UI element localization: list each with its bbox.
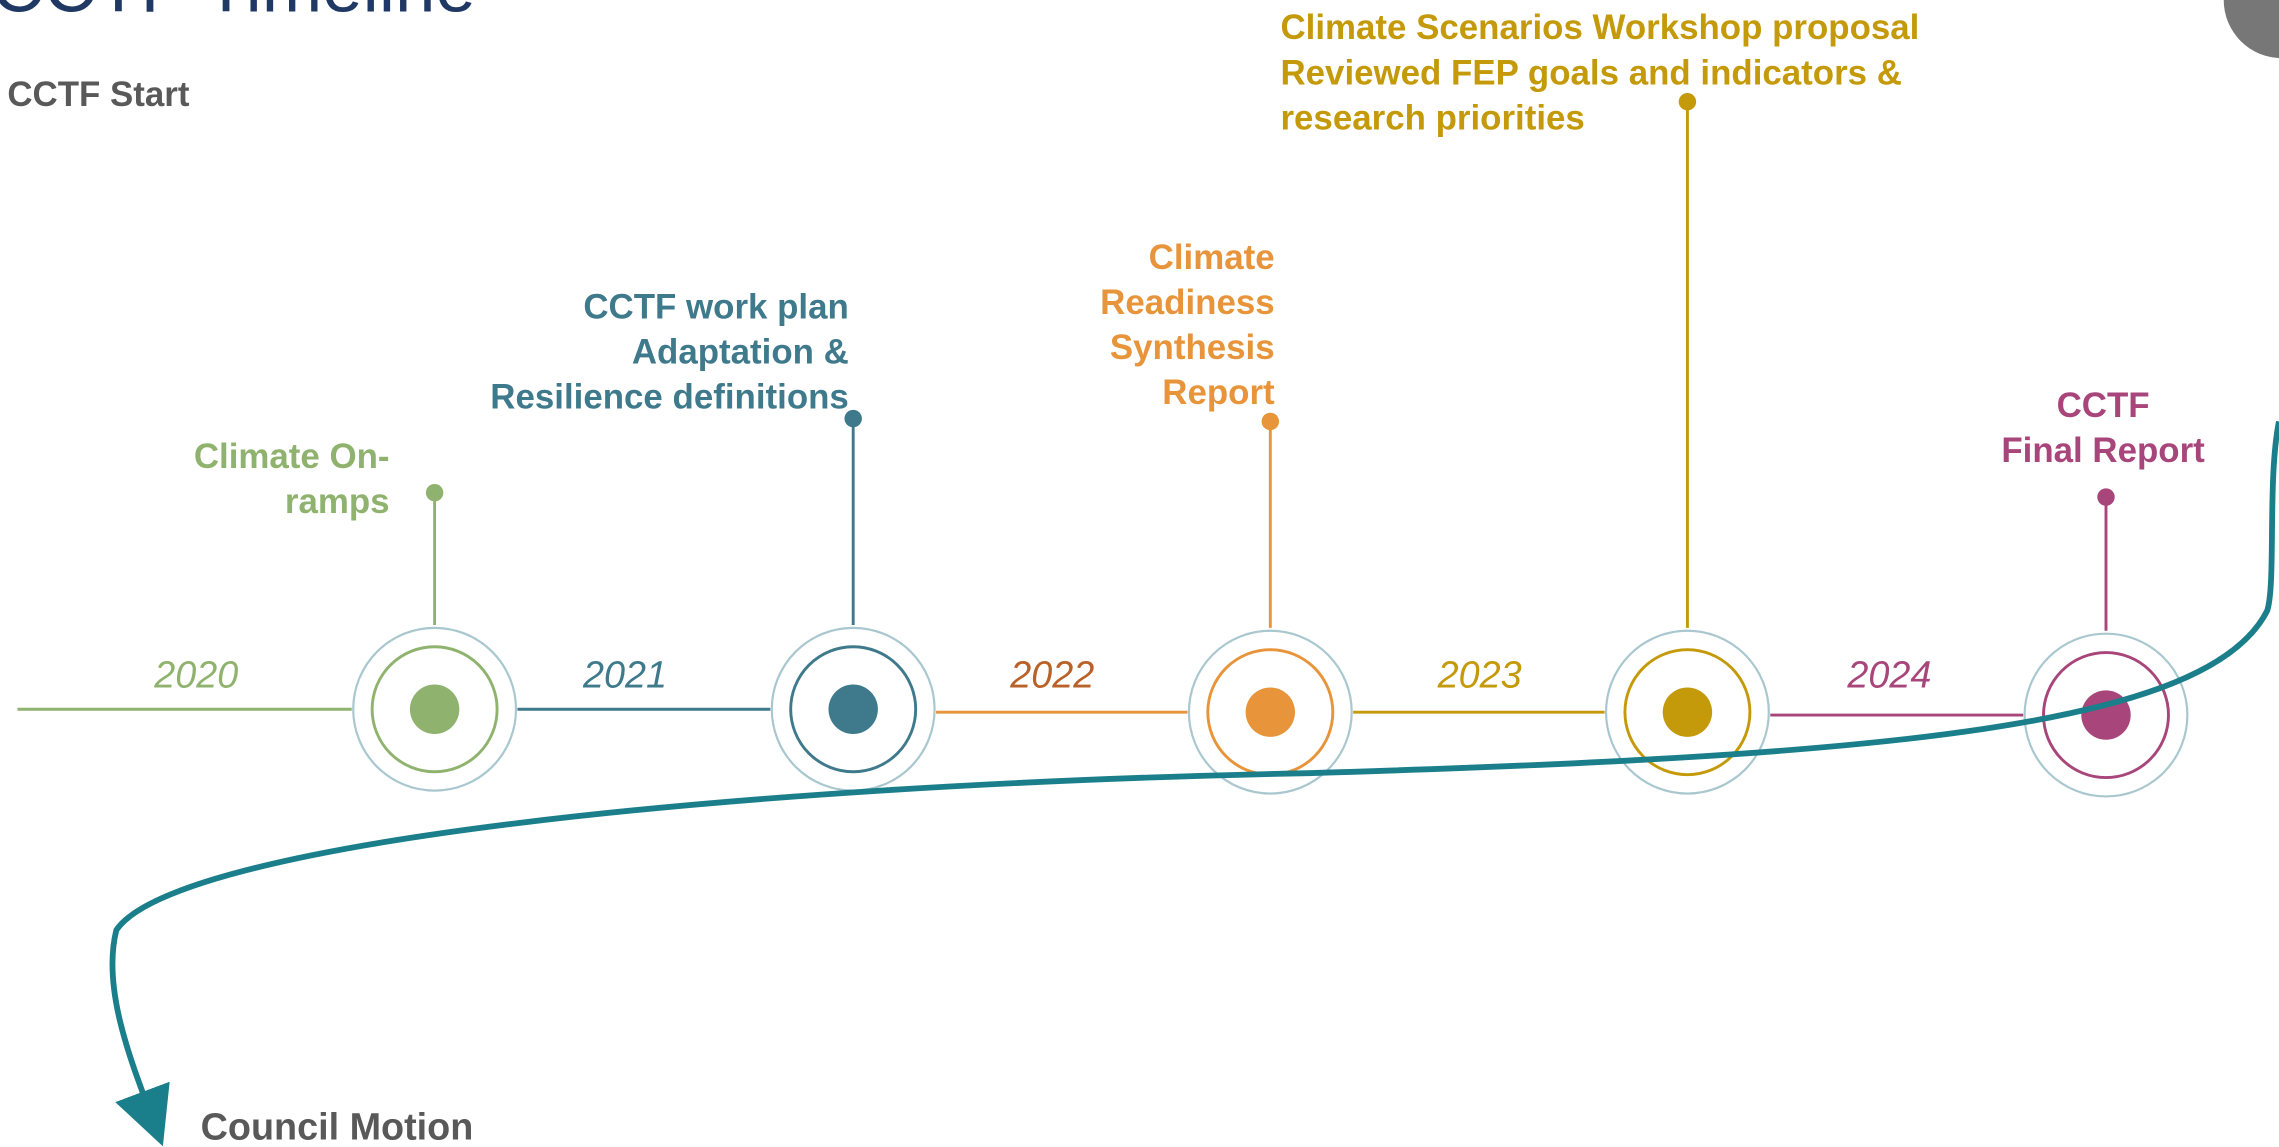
- milestone-label: Reviewed FEP goals and indicators &: [1280, 53, 1901, 92]
- milestone-label: Climate Scenarios Workshop proposal: [1280, 8, 1919, 47]
- milestone-label: Adaptation &: [632, 332, 849, 371]
- milestone-dot: [1245, 687, 1296, 737]
- presenter-photo: [2223, 0, 2279, 59]
- year-label: 2024: [1846, 654, 1931, 696]
- milestone-label: CCTF: [2057, 386, 2150, 425]
- stem-dot: [2097, 488, 2115, 506]
- milestone-label: Report: [1162, 373, 1275, 412]
- end-label: Council Motion: [201, 1106, 474, 1147]
- year-label: 2022: [1009, 654, 1094, 696]
- milestone-dot: [409, 684, 460, 734]
- milestone-label: Resilience definitions: [490, 377, 849, 416]
- milestone-label: Synthesis: [1110, 328, 1275, 367]
- milestone-label: ramps: [285, 482, 390, 521]
- milestone-label: Climate On-: [194, 437, 390, 476]
- milestone-dot: [828, 684, 878, 734]
- stem-dot: [425, 483, 444, 502]
- stem-dot: [1678, 93, 1697, 111]
- start-label: CCTF Start: [7, 75, 190, 114]
- stem-dot: [844, 409, 862, 428]
- milestone-label: Final Report: [2001, 431, 2205, 470]
- inner-ring: [789, 645, 918, 774]
- year-label: 2023: [1437, 654, 1522, 696]
- stem-dot: [1261, 412, 1280, 431]
- path-arrow: [109, 420, 2279, 1147]
- year-label: 2020: [153, 654, 238, 696]
- inner-ring: [370, 645, 499, 774]
- inner-ring: [1623, 648, 1752, 777]
- milestone-label: CCTF work plan: [583, 287, 848, 326]
- milestone-label: research priorities: [1280, 98, 1584, 137]
- timeline: 2020 Climate On-ramps 2021 CCTF work plan Ad…: [17, 8, 2205, 798]
- slide-title: CCTF Timeline: [0, 0, 476, 28]
- milestone-label: Readiness: [1100, 283, 1274, 322]
- year-label: 2021: [582, 654, 667, 696]
- inner-ring: [2042, 651, 2170, 780]
- milestone-dot: [1662, 687, 1713, 737]
- milestone-label: Climate: [1149, 238, 1275, 277]
